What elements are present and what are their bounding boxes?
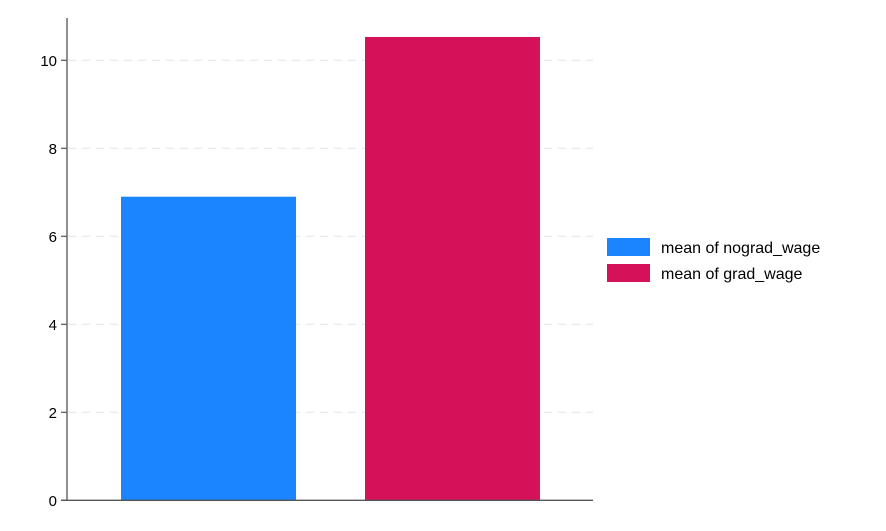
legend-label: mean of nograd_wage [661, 240, 820, 257]
legend-swatch [607, 264, 650, 282]
legend-label: mean of grad_wage [661, 266, 803, 283]
y-axis: 0 2 4 6 8 10 [40, 18, 593, 510]
y-tick-label: 6 [49, 229, 57, 246]
bars [121, 36, 540, 501]
bar-mean-of-nograd-wage [121, 196, 296, 501]
bar-mean-of-grad-wage [365, 36, 540, 501]
y-tick-label: 2 [49, 405, 57, 422]
y-tick-label: 10 [40, 53, 57, 70]
y-tick-label: 8 [49, 141, 57, 158]
legend-swatch [607, 238, 650, 256]
y-tick-label: 4 [49, 317, 57, 334]
y-tick-label: 0 [49, 493, 57, 510]
